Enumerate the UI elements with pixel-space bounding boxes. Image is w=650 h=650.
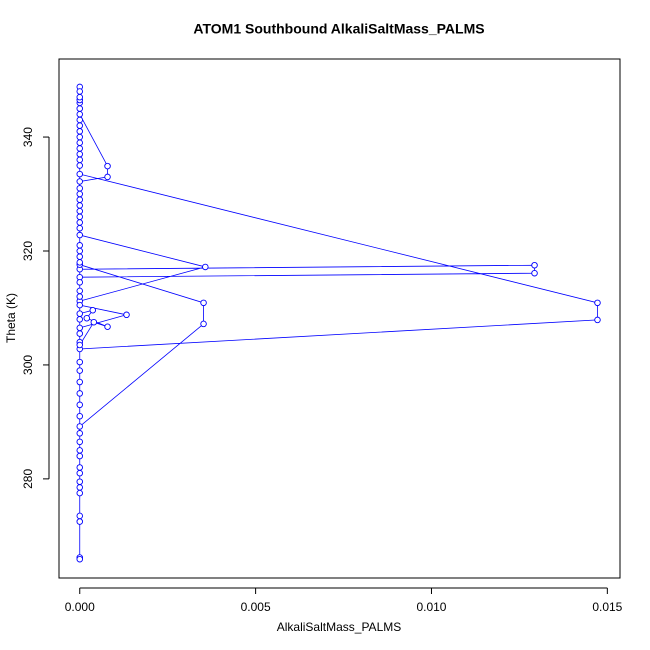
data-point [90,318,98,326]
data-point [76,259,84,266]
data-point [76,111,84,118]
data-point [76,316,84,323]
x-axis-label: AlkaliSaltMass_PALMS [277,620,402,634]
data-point [76,116,84,124]
data-point [76,224,84,232]
data-point [76,287,84,295]
data-point [76,247,84,255]
data-point [76,484,84,491]
data-point [76,139,84,146]
x-tick-label: 0.015 [592,600,622,614]
data-point [76,324,84,332]
data-point [76,401,84,409]
data-point [76,310,84,317]
data-point [76,128,84,135]
data-point [76,430,84,437]
data-point [76,293,84,300]
y-tick-label: 340 [21,127,35,147]
y-tick-label: 300 [21,355,35,375]
data-point [76,452,84,460]
data-point [76,478,84,485]
data-point [104,162,111,170]
x-tick-label: 0.005 [241,600,271,614]
data-point [76,88,84,95]
y-tick-label: 320 [21,241,35,261]
data-point [76,412,84,420]
data-point [76,105,84,112]
data-point [76,213,84,221]
data-point [76,162,84,169]
data-point [76,122,84,129]
data-point [76,156,84,164]
data-point [76,190,84,198]
data-point [202,263,209,271]
data-line [79,86,598,560]
data-point [76,301,84,309]
data-point [76,378,84,386]
data-point [200,299,207,307]
data-point [76,93,84,101]
data-point [76,219,84,226]
data-point [76,202,84,209]
data-point [76,555,84,563]
data-point [76,518,84,525]
data-point [76,390,84,397]
data-point [76,185,84,192]
data-point [76,196,84,203]
data-point [531,261,538,269]
data-point [76,178,84,185]
data-point [76,358,84,366]
data-point [76,170,84,178]
data-point [123,311,130,319]
data-point [200,320,207,328]
data-point [76,423,84,430]
data-point [76,242,84,249]
data-point [531,269,538,277]
data-point [76,253,84,260]
data-point [76,464,84,471]
plot-frame [58,58,621,579]
y-axis-label: Theta (K) [4,293,18,343]
data-point [76,231,84,239]
data-point [76,438,84,446]
data-point [594,316,601,324]
data-point [594,299,601,307]
data-point [76,367,84,374]
data-point [76,279,84,286]
data-point [76,341,84,349]
data-point [104,173,111,181]
data-point [76,145,84,152]
data-point [76,512,84,520]
x-tick-label: 0.010 [416,600,446,614]
data-point [76,469,84,477]
data-point [76,150,84,158]
y-tick-label: 280 [21,469,35,489]
data-point [76,330,84,337]
data-point [76,133,84,141]
x-tick-label: 0.000 [65,600,95,614]
data-point [76,447,84,454]
data-point [76,207,84,215]
data-point [76,489,84,497]
data-point [83,314,91,322]
chart-title: ATOM1 Southbound AlkaliSaltMass_PALMS [193,21,484,37]
data-point [104,323,111,331]
data-point [89,306,97,314]
